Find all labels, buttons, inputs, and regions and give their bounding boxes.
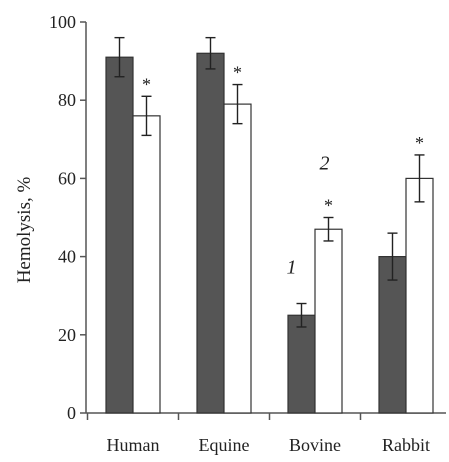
error-bars — [114, 36, 425, 328]
y-axis-title: Hemolysis, % — [14, 177, 35, 284]
x-category-label: Human — [107, 435, 160, 455]
bar-series-1-rabbit — [378, 256, 407, 414]
significance-mark: * — [233, 63, 242, 83]
series-labels: 12 — [287, 153, 330, 279]
series-label-2: 2 — [320, 153, 330, 175]
bar-series-1-human — [105, 56, 134, 414]
y-tick-label: 80 — [58, 90, 76, 110]
y-tick-label: 20 — [58, 325, 76, 345]
x-category-label: Bovine — [289, 435, 341, 455]
y-tick-label: 60 — [58, 168, 76, 188]
significance-marks: * * * * — [142, 63, 424, 216]
y-tick-label: 40 — [58, 247, 76, 267]
significance-mark: * — [142, 74, 151, 94]
significance-mark: * — [324, 196, 333, 216]
bars — [105, 52, 434, 414]
bar-series-2-bovine — [314, 228, 343, 414]
significance-mark: * — [415, 133, 424, 153]
x-category-label: Equine — [199, 435, 250, 455]
y-ticks: 0 20 40 60 80 100 — [49, 12, 86, 423]
series-label-1: 1 — [287, 257, 297, 279]
bar-series-2-equine — [223, 103, 252, 414]
category-labels: Human Equine Bovine Rabbit — [107, 435, 431, 455]
bar-series-1-bovine — [287, 314, 316, 414]
bar-series-1-equine — [196, 52, 225, 414]
y-tick-label: 100 — [49, 12, 76, 32]
x-category-label: Rabbit — [382, 435, 430, 455]
bar-series-2-rabbit — [405, 177, 434, 414]
bar-series-2-human — [132, 115, 161, 414]
y-tick-label: 0 — [67, 403, 76, 423]
